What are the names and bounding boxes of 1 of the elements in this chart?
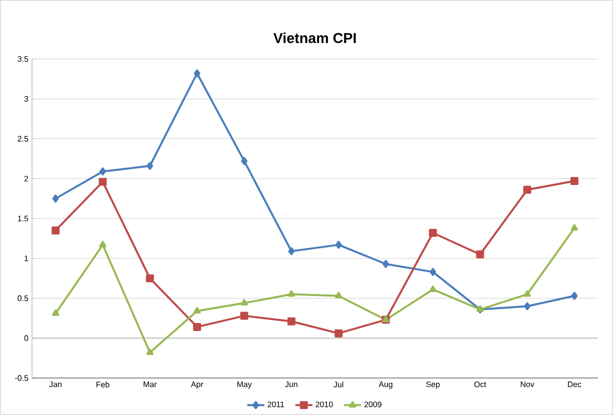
chart-title: Vietnam CPI [273, 32, 356, 44]
